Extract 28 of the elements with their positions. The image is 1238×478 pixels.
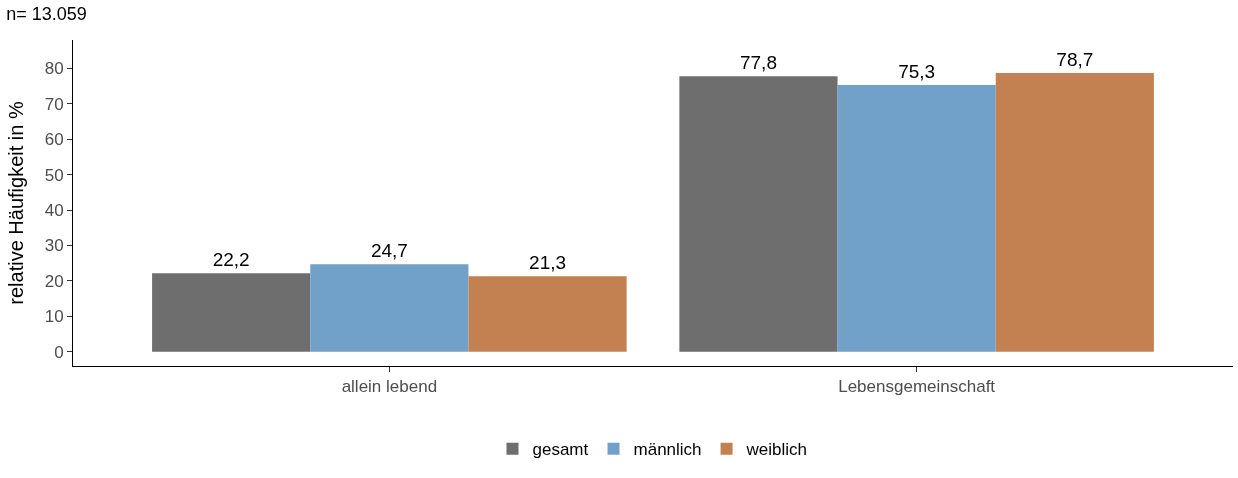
x-tick-label: Lebensgemeinschaft <box>838 377 996 397</box>
bar <box>152 273 311 352</box>
bar <box>679 76 838 352</box>
data-label: 22,2 <box>212 249 250 271</box>
bar <box>837 85 996 352</box>
y-tick-label: 70 <box>44 94 64 114</box>
y-tick-label: 10 <box>44 307 64 327</box>
legend-label: weiblich <box>745 440 808 460</box>
x-tick-label: allein lebend <box>341 377 438 397</box>
data-label: 75,3 <box>898 61 936 82</box>
y-tick-label: 20 <box>44 271 64 291</box>
y-tick-label: 50 <box>44 165 64 185</box>
data-label: 78,7 <box>1056 48 1094 70</box>
bar <box>468 276 627 352</box>
legend-label: männlich <box>633 440 702 460</box>
legend-label: gesamt <box>532 440 589 460</box>
data-label: 21,3 <box>529 252 567 274</box>
y-tick-label: 80 <box>44 59 64 79</box>
y-tick-label: 30 <box>44 236 64 256</box>
data-label: 77,8 <box>739 52 777 74</box>
y-tick-label: 40 <box>44 201 64 221</box>
chart-title: n= 13.059 <box>6 3 87 24</box>
y-tick-label: 0 <box>54 342 64 362</box>
bar <box>310 264 469 352</box>
bar <box>995 72 1154 352</box>
y-axis-title: relative Häufigkeit in % <box>5 101 28 305</box>
y-tick-label: 60 <box>44 130 64 150</box>
data-label: 24,7 <box>370 240 408 262</box>
